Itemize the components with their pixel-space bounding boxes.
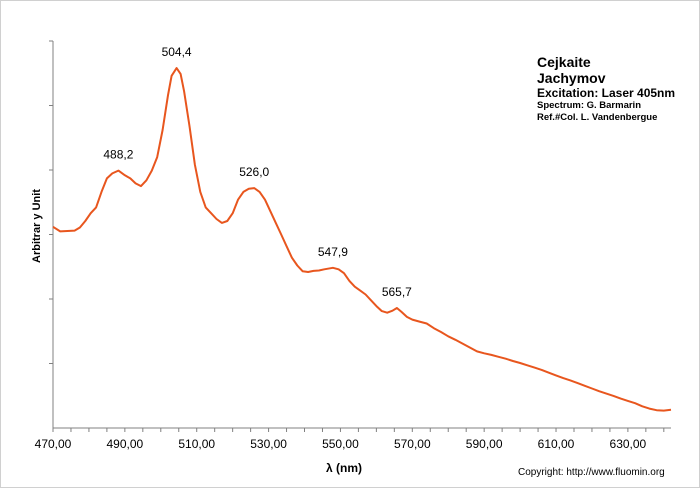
x-tick-label: 550,00 [322, 437, 359, 451]
x-tick-label: 530,00 [250, 437, 287, 451]
x-tick-label: 630,00 [610, 437, 647, 451]
peak-label: 504,4 [162, 45, 192, 59]
peak-label: 547,9 [318, 245, 348, 259]
excitation-label: Excitation: Laser 405nm [537, 86, 676, 100]
title-line-1: Cejkaite [537, 54, 591, 70]
peak-labels: 488,2 504,4 526,0 547,9 565,7 [103, 45, 412, 299]
peak-label: 526,0 [239, 165, 269, 179]
x-tick-label: 570,00 [394, 437, 431, 451]
chart-info-block: Cejkaite Jachymov Excitation: Laser 405n… [537, 54, 675, 124]
copyright-text: Copyright: http://www.fluomin.org [518, 467, 665, 478]
spectrum-credit: Spectrum: G. Barmarin [537, 100, 641, 111]
series-group [52, 67, 672, 412]
spectrum-line [52, 67, 672, 412]
title-line-2: Jachymov [537, 70, 606, 86]
y-axis-title: Arbitrar y Unit [31, 189, 43, 263]
x-tick-label: 510,00 [178, 437, 215, 451]
x-tick-label: 590,00 [466, 437, 503, 451]
x-tick-label: 610,00 [538, 437, 575, 451]
peak-label: 565,7 [382, 285, 412, 299]
x-axis-title: λ (nm) [326, 461, 362, 475]
peak-label: 488,2 [103, 148, 133, 162]
x-tick-label: 490,00 [107, 437, 144, 451]
reference-credit: Ref.#Col. L. Vandenbergue [537, 112, 658, 123]
x-ticks: 470,00 490,00 510,00 530,00 550,00 570,00 590,… [35, 40, 665, 451]
x-tick-label: 470,00 [35, 437, 72, 451]
